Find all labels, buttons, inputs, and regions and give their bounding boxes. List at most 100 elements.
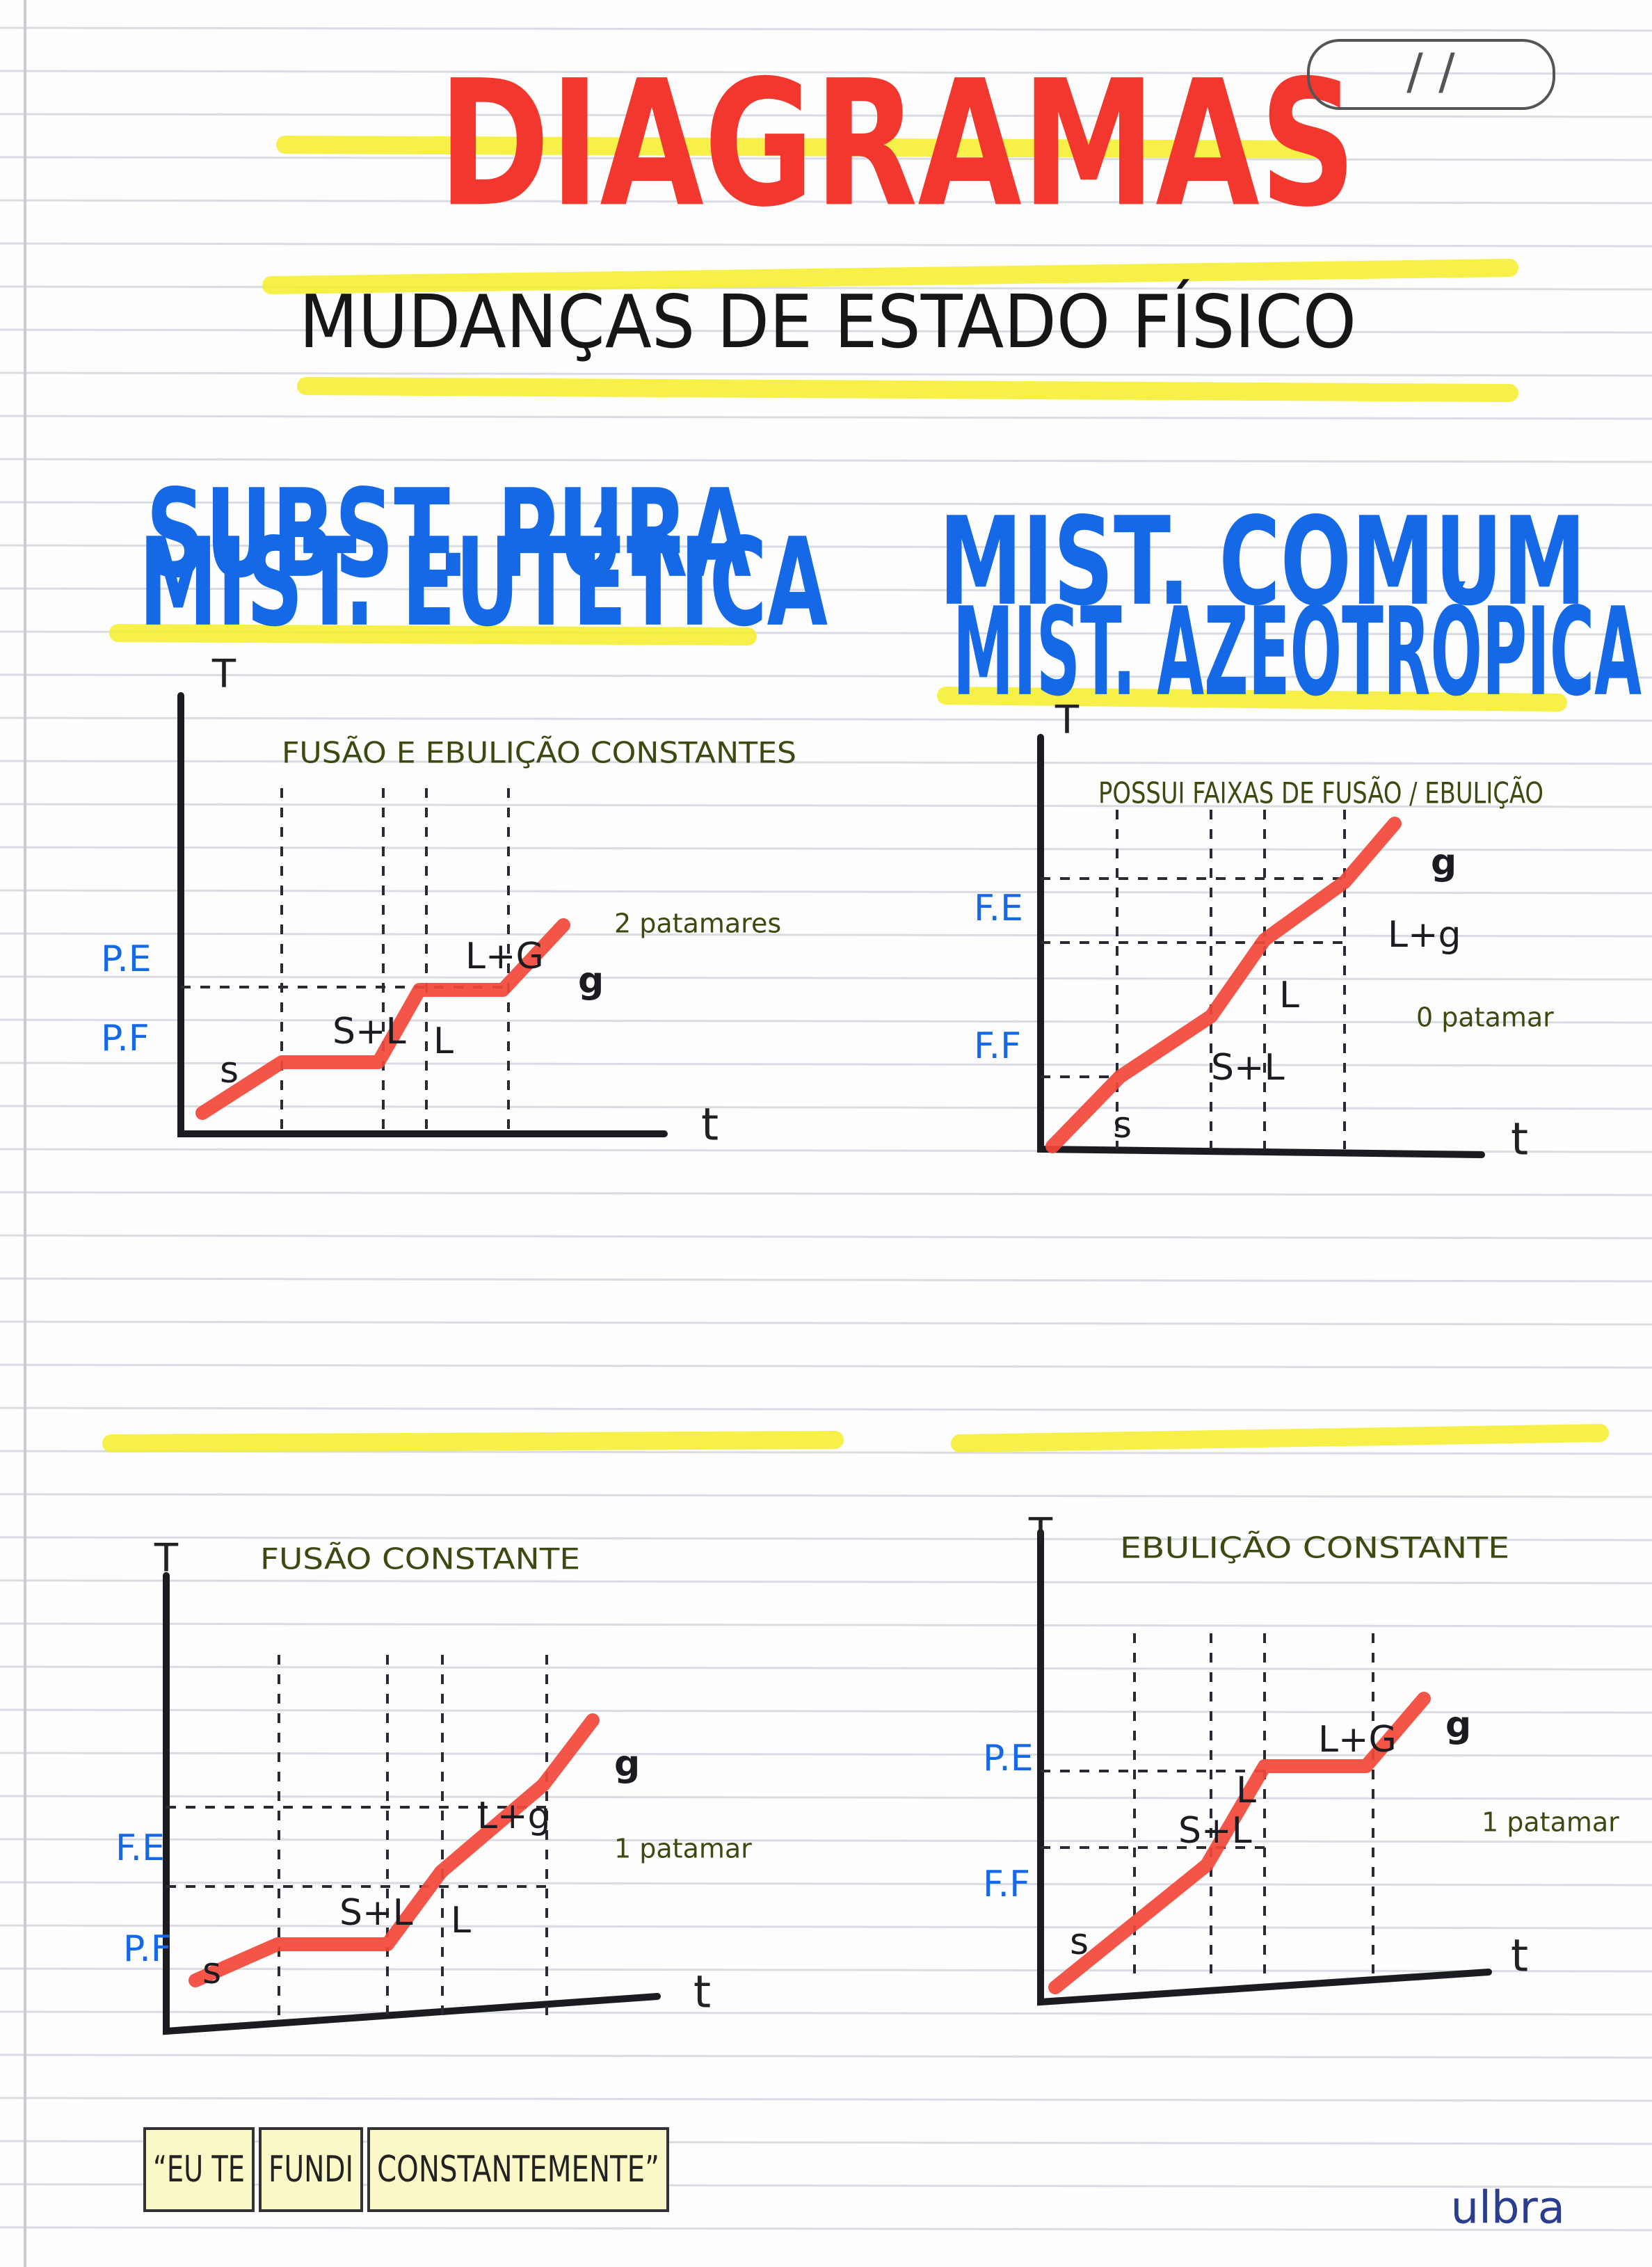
axis-label: T	[1054, 698, 1080, 743]
quote-box	[259, 2127, 363, 2212]
phase-label: L+G	[1318, 1719, 1397, 1761]
ruled-line	[0, 673, 1652, 679]
heading: MIST. AZEOTRÓPICA	[953, 581, 1642, 723]
plateaus: 1 patamar	[1482, 1807, 1619, 1838]
highlight	[276, 136, 1331, 159]
ruled-line	[0, 1191, 1652, 1196]
axis-label: t	[701, 1100, 719, 1151]
highlight	[297, 377, 1518, 402]
phase-label: s	[220, 1050, 239, 1091]
curve	[1045, 817, 1402, 1153]
highlight	[109, 624, 757, 646]
axes	[163, 1572, 661, 2035]
note: EBULIÇÃO CONSTANTE	[1120, 1530, 1509, 1565]
ruled-line	[0, 1579, 1652, 1585]
ruled-line	[0, 1924, 1652, 1930]
plateaus: 0 patamar	[1416, 1002, 1554, 1033]
level-label: P.E	[983, 1738, 1034, 1779]
ruled-line	[0, 760, 1652, 765]
phase-label: g	[1431, 842, 1457, 883]
ruled-line	[0, 1320, 1652, 1326]
highlight	[102, 1431, 844, 1452]
ruled-line	[0, 932, 1652, 938]
diagram: MIST. COMUM Tt POSSUI FAIXAS DE FUSÃO / EB…	[937, 492, 1586, 1166]
date: / /	[1406, 43, 1455, 100]
phase-label: L+g	[477, 1795, 551, 1837]
heading: MIST. COMUM	[939, 492, 1586, 633]
ruled-line	[0, 1967, 1652, 1973]
phase-label: L+G	[465, 936, 544, 977]
phase-label: g	[614, 1743, 640, 1785]
axes	[1037, 1529, 1492, 2006]
level-label: P.E	[101, 938, 152, 980]
ruled-line	[0, 587, 1652, 593]
ruled-line	[0, 458, 1652, 463]
ruled-line	[0, 1838, 1652, 1843]
ruled-line	[0, 1665, 1652, 1671]
phase-label: S+L	[339, 1892, 413, 1934]
axis-label: T	[1028, 1510, 1053, 1555]
ruled-line	[0, 1105, 1652, 1110]
level-label: F.F	[983, 1864, 1030, 1905]
ruled-line	[0, 1363, 1652, 1369]
subtitle: MUDANÇAS DE ESTADO FÍSICO	[299, 279, 1356, 365]
curve	[189, 1713, 600, 1987]
ruled-line	[0, 2226, 1652, 2232]
ruled-line	[0, 371, 1652, 377]
ruled-line	[0, 803, 1652, 808]
highlight	[951, 1424, 1609, 1452]
heading: SUBST. PURA	[146, 464, 751, 605]
axis-label: T	[211, 652, 236, 697]
ruled-line	[0, 156, 1652, 161]
ruled-line	[0, 889, 1652, 895]
level-label: F.E	[974, 888, 1023, 929]
ruled-line	[0, 975, 1652, 981]
brand: ulbra	[1451, 2183, 1566, 2234]
level-label: F.F	[974, 1025, 1021, 1067]
ruled-line	[0, 113, 1652, 118]
phase-label: L	[451, 1900, 471, 1941]
ruled-line	[0, 1708, 1652, 1714]
ruled-line	[0, 1277, 1652, 1283]
quote-word: FUNDI	[268, 2149, 353, 2190]
phase-label: L	[1236, 1770, 1256, 1811]
highlight	[937, 687, 1567, 712]
axis-label: T	[154, 1536, 179, 1581]
ruled-line	[0, 1234, 1652, 1240]
axis-label: t	[1511, 1114, 1528, 1166]
phase-label: S+L	[1211, 1047, 1285, 1089]
quote-box	[367, 2127, 669, 2212]
plateaus: 1 patamar	[614, 1834, 752, 1864]
axes	[177, 692, 668, 1137]
ruled-line	[0, 415, 1652, 420]
phase-label: s	[202, 1950, 221, 1992]
quote-box	[143, 2127, 255, 2212]
phase-label: g	[578, 960, 604, 1002]
ruled-line	[0, 2010, 1652, 2016]
phase-label: L+g	[1388, 914, 1461, 956]
curve	[195, 918, 570, 1120]
plateaus: 2 patamares	[614, 908, 781, 939]
ruled-line	[0, 2053, 1652, 2059]
ruled-line	[0, 1536, 1652, 1541]
ruled-line	[0, 1881, 1652, 1887]
level-label: P.F	[123, 1928, 172, 1970]
phase-label: L	[433, 1020, 454, 1062]
quote-word: CONSTANTEMENTE”	[377, 2149, 659, 2190]
level-label: P.F	[101, 1018, 150, 1059]
ruled-line	[0, 70, 1652, 75]
phase-label: L	[1279, 975, 1299, 1016]
note: FUSÃO CONSTANTE	[260, 1541, 580, 1576]
phase-label: g	[1445, 1704, 1471, 1746]
note: FUSÃO E EBULIÇÃO CONSTANTES	[282, 735, 796, 770]
title: DIAGRAMAS	[438, 42, 1356, 245]
ruled-line	[0, 544, 1652, 550]
ruled-line	[0, 1795, 1652, 1800]
quote-word: “EU TE	[153, 2149, 245, 2190]
diagram: SUBST. PURA Tt FUSÃO E EBULIÇÃO CONSTANTES…	[101, 464, 796, 1151]
axes	[1037, 734, 1485, 1158]
ruled-line	[0, 716, 1652, 722]
note: POSSUI FAIXAS DE FUSÃO / EBULIÇÃO	[1098, 776, 1543, 810]
